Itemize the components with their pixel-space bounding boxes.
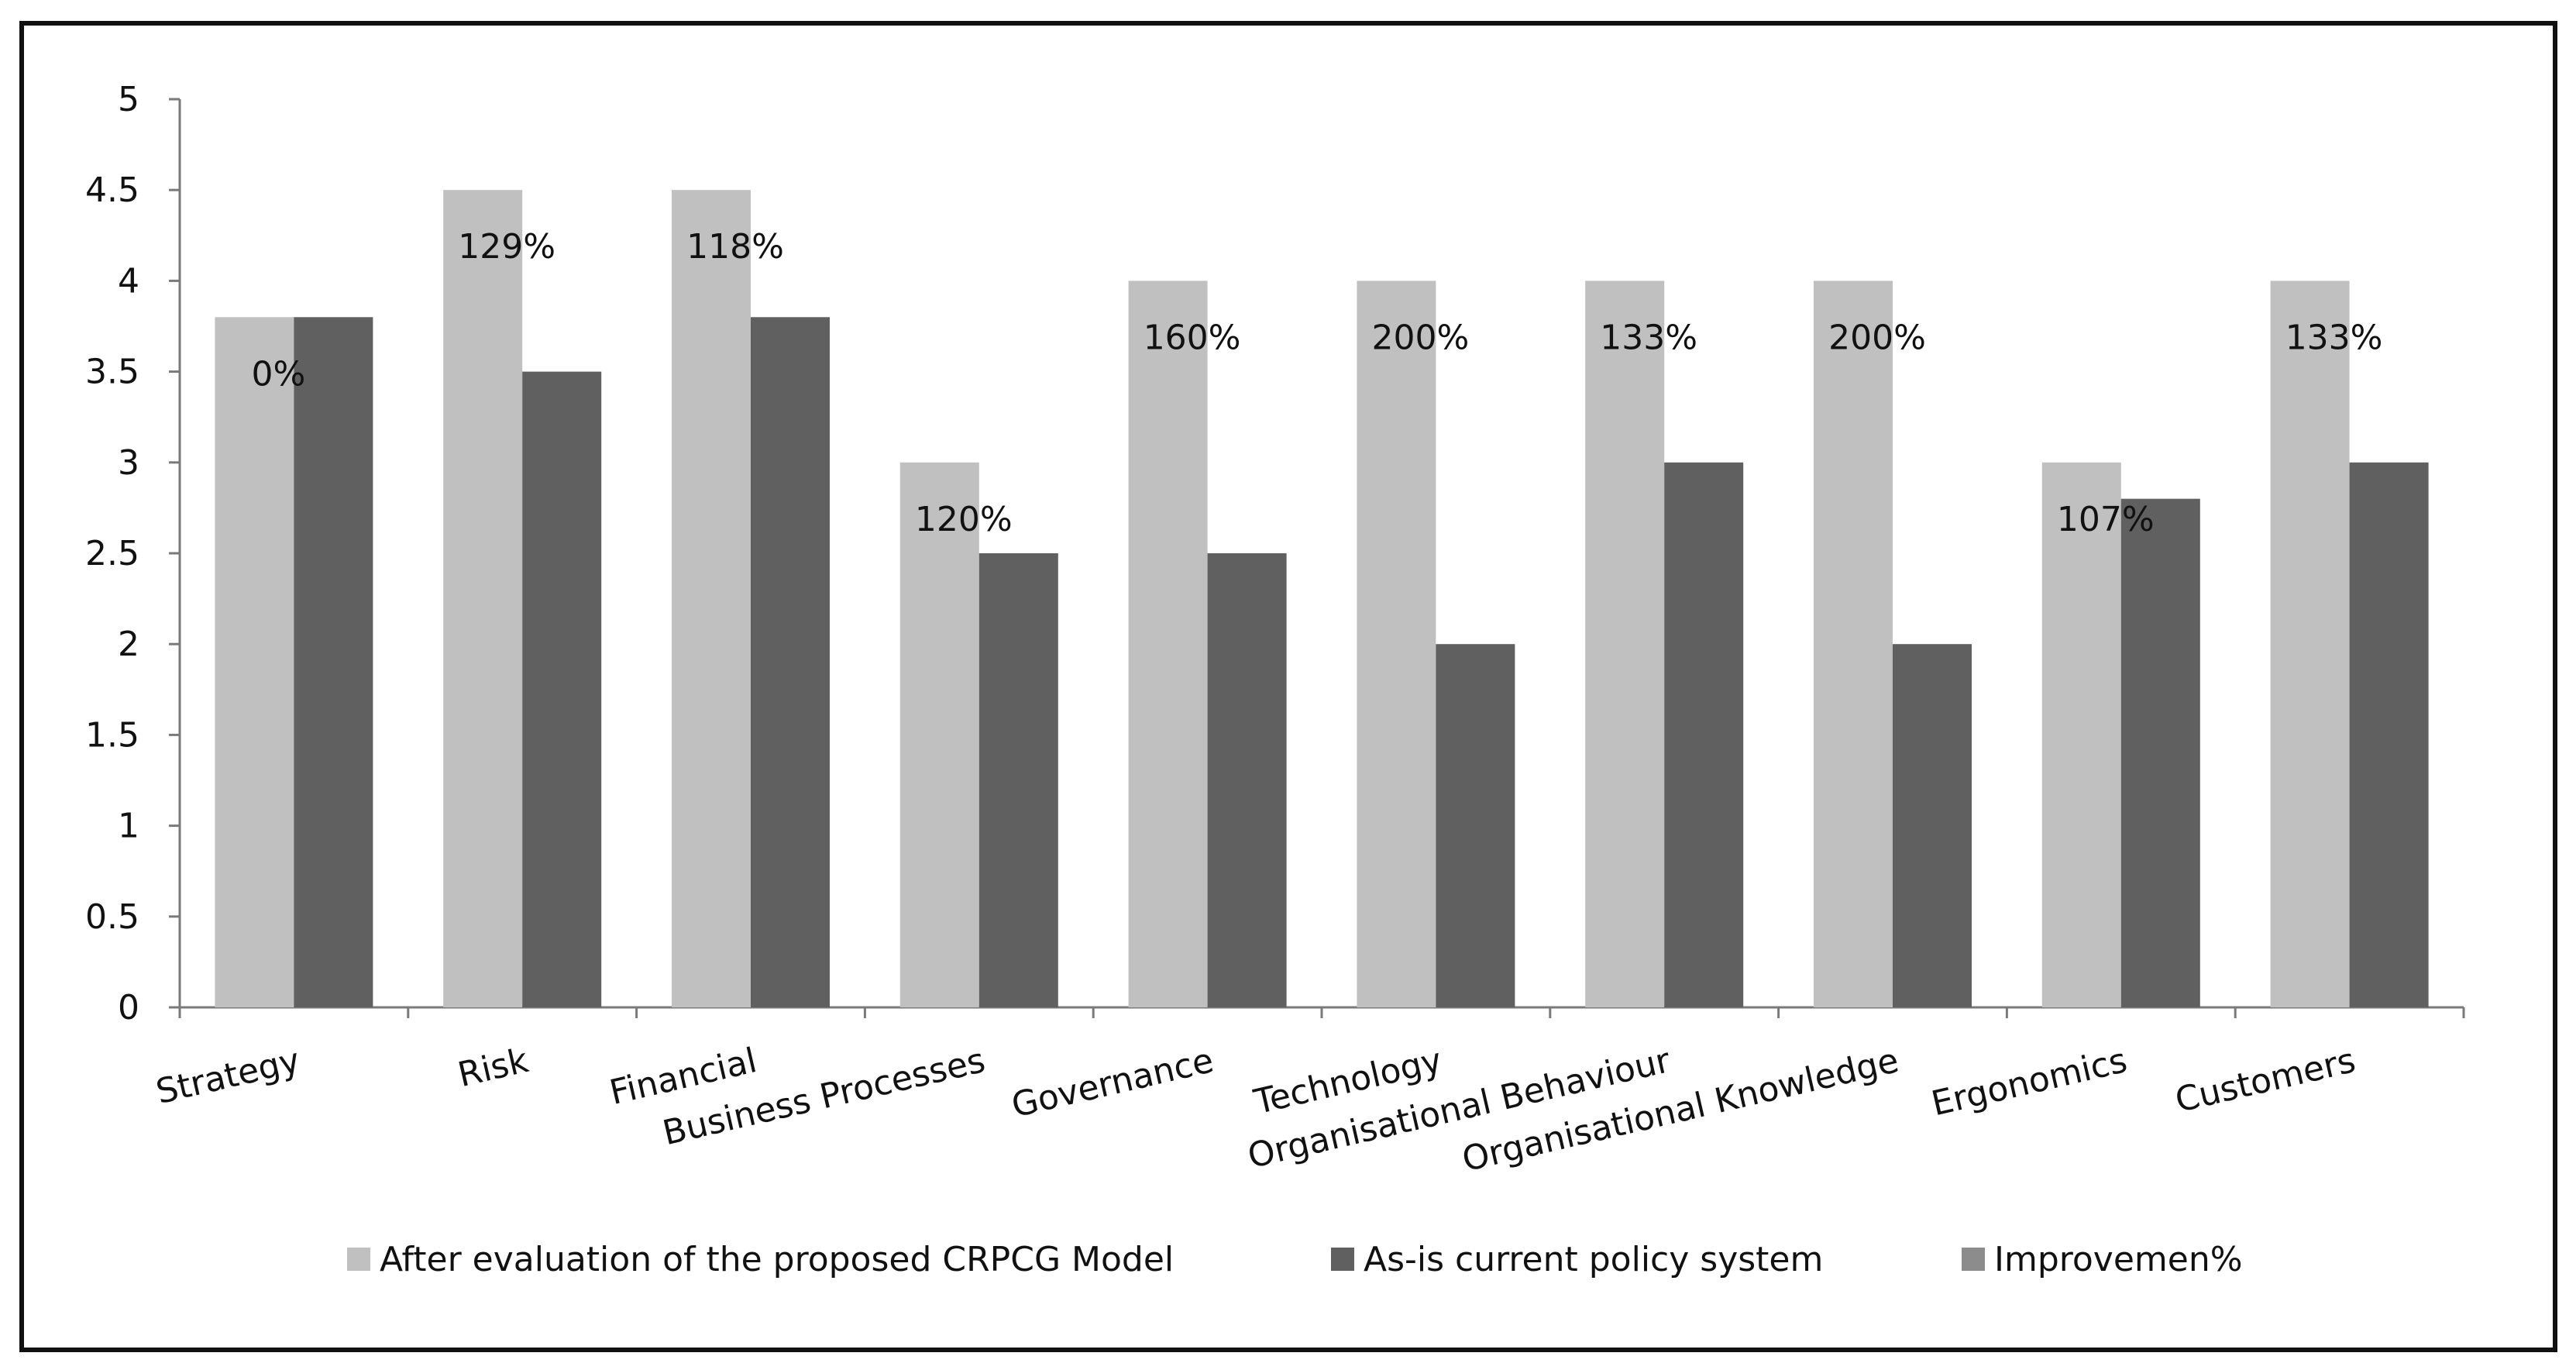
bar-as-is [1436, 644, 1515, 1007]
bar-after-evaluation [1585, 281, 1665, 1007]
legend-swatch [347, 1248, 370, 1271]
bar-after-evaluation [215, 317, 294, 1007]
bar-after-evaluation [1357, 281, 1436, 1007]
bars [215, 190, 2429, 1008]
improvement-label: 160% [1144, 318, 1241, 357]
improvement-label: 0% [251, 354, 305, 394]
bar-after-evaluation [2270, 281, 2350, 1007]
bar-after-evaluation [672, 190, 751, 1008]
improvement-label: 200% [1372, 318, 1470, 357]
y-tick-label: 2.5 [85, 534, 139, 573]
y-tick-label: 1 [118, 807, 139, 846]
bar-as-is [2349, 462, 2429, 1007]
y-tick-label: 1.5 [85, 715, 139, 755]
y-tick-label: 4.5 [85, 170, 139, 210]
bar-as-is [1893, 644, 1972, 1007]
y-tick-label: 5 [118, 80, 139, 119]
bar-after-evaluation [2041, 462, 2121, 1007]
bar-as-is [1207, 553, 1287, 1007]
improvement-label: 118% [686, 227, 784, 267]
legend-label: As-is current policy system [1364, 1240, 1823, 1279]
bar-as-is [294, 317, 373, 1007]
bar-as-is [2120, 498, 2200, 1007]
y-tick-label: 3 [118, 443, 139, 483]
bar-after-evaluation [1128, 281, 1208, 1007]
legend-swatch [1331, 1248, 1354, 1271]
legend-label: After evaluation of the proposed CRPCG M… [380, 1240, 1174, 1279]
improvement-label: 133% [2285, 318, 2383, 357]
bar-after-evaluation [899, 462, 979, 1007]
y-axis: 0 0.5 1 1.5 2 2.5 3 3.5 4 4.5 5 [85, 80, 181, 1028]
bar-as-is [978, 553, 1058, 1007]
bar-as-is [1664, 462, 1744, 1007]
y-tick-label: 0 [118, 988, 139, 1028]
legend-label: Improvemen% [1994, 1240, 2243, 1279]
bar-after-evaluation [1814, 281, 1893, 1007]
bar-as-is [751, 317, 830, 1007]
improvement-label: 120% [915, 500, 1013, 539]
improvement-label: 129% [458, 227, 555, 267]
y-tick-label: 2 [118, 625, 139, 664]
legend-swatch [1962, 1248, 1985, 1271]
improvement-label: 107% [2057, 500, 2155, 539]
y-tick-label: 4 [118, 261, 139, 301]
improvement-label: 200% [1828, 318, 1926, 357]
bar-after-evaluation [443, 190, 523, 1008]
y-tick-label: 0.5 [85, 897, 139, 937]
y-tick-label: 3.5 [85, 353, 139, 392]
legend: After evaluation of the proposed CRPCG M… [347, 1240, 2243, 1279]
bar-as-is [522, 371, 602, 1008]
data-labels: 0% 129% 118% 120% 160% 200% 133% 200% 107% 133% [251, 227, 2382, 539]
improvement-label: 133% [1600, 318, 1697, 357]
